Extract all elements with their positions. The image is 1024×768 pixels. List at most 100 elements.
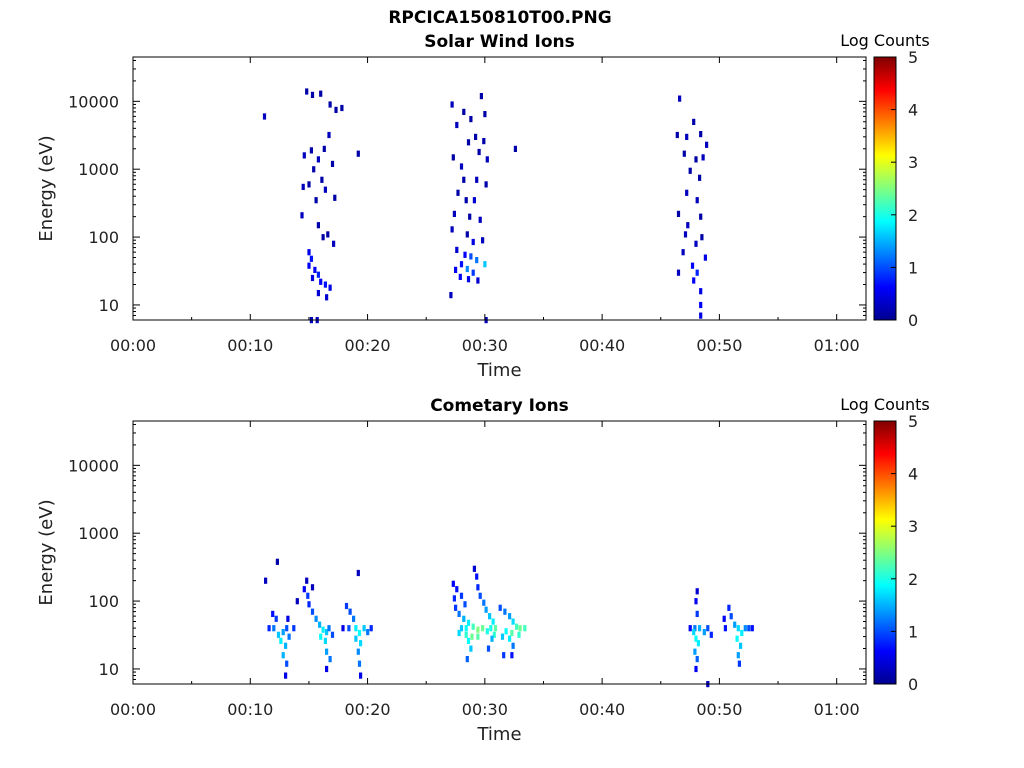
heatmap-cell: [325, 665, 329, 673]
heatmap-cell: [511, 642, 515, 649]
heatmap-cell: [729, 613, 733, 620]
y-tick-label: 1000: [78, 160, 119, 179]
heatmap-cell: [488, 613, 492, 620]
heatmap-cell: [320, 176, 324, 183]
heatmap-cell: [685, 189, 689, 196]
heatmap-cell: [690, 262, 695, 269]
heatmap-cell: [325, 294, 329, 301]
colorbar-tick-label: 5: [908, 48, 918, 67]
plot-frame: [132, 420, 867, 685]
heatmap-cell: [692, 629, 696, 636]
heatmap-cell: [510, 629, 514, 637]
heatmap-cell: [479, 93, 483, 100]
heatmap-cell: [292, 625, 296, 632]
panel-1: 00:00 00:10 00:20 00:30 00:40 00:50 01:0010100…: [36, 412, 918, 745]
heatmap-cell: [695, 656, 699, 663]
heatmap-cell: [508, 635, 512, 642]
heatmap-cell: [312, 166, 316, 173]
y-tick-label: 10000: [68, 92, 119, 111]
heatmap-cell: [459, 261, 464, 268]
heatmap-cell: [682, 150, 686, 157]
heatmap-cell: [274, 615, 278, 622]
heatmap-cell: [466, 619, 471, 626]
heatmap-cell: [736, 652, 740, 659]
heatmap-cell: [456, 189, 460, 196]
heatmap-cell: [281, 629, 285, 636]
heatmap-cell: [325, 648, 329, 655]
heatmap-cell: [483, 111, 487, 118]
y-tick-label: 10: [99, 296, 119, 315]
x-tick-label: 00:30: [462, 336, 508, 355]
x-tick-label: 00:30: [462, 700, 508, 719]
heatmap-cell: [307, 262, 311, 269]
heatmap-cell: [676, 210, 681, 217]
heatmap-cell: [477, 148, 481, 156]
heatmap-cell: [695, 610, 699, 617]
heatmap-cell: [333, 194, 337, 201]
heatmap-cell: [518, 625, 522, 632]
colorbar: 0 1 2 3 4 5: [873, 412, 918, 694]
heatmap-cell: [267, 625, 271, 632]
heatmap-cell: [314, 197, 318, 204]
heatmap-cell: [695, 269, 699, 276]
heatmap-cell: [272, 625, 276, 632]
heatmap-cell: [692, 118, 696, 125]
colorbar-tick-label: 5: [908, 412, 918, 431]
heatmap-cell: [462, 615, 466, 622]
heatmap-cell: [276, 631, 281, 638]
heatmap-cell: [694, 240, 698, 247]
heatmap-cell: [476, 584, 480, 591]
heatmap-cell: [307, 181, 311, 188]
heatmap-cell: [475, 573, 479, 580]
heatmap-cell: [698, 625, 702, 632]
heatmap-cell: [498, 604, 502, 611]
colorbar-tick-label: 0: [908, 675, 918, 694]
heatmap-cell: [309, 255, 313, 262]
heatmap-cell: [503, 608, 507, 615]
heatmap-cell: [319, 633, 323, 640]
heatmap-cell: [475, 176, 479, 183]
heatmap-cell: [301, 183, 305, 190]
x-tick-label: 00:50: [696, 700, 742, 719]
y-tick-label: 100: [88, 228, 119, 247]
heatmap-cell: [739, 642, 743, 649]
heatmap-cell: [688, 625, 692, 632]
colorbar-tick-label: 4: [908, 101, 918, 120]
x-tick-label: 00:10: [227, 336, 273, 355]
y-tick-label: 10000: [68, 456, 119, 475]
heatmap-cell: [517, 631, 521, 638]
heatmap-cell: [322, 145, 326, 152]
heatmap-cell: [321, 234, 325, 241]
heatmap-cell: [454, 604, 458, 611]
colorbar-title-bottom: Log Counts: [840, 395, 930, 414]
heatmap-cell: [471, 269, 475, 276]
heatmap-cell: [485, 156, 489, 163]
colorbar-title-top: Log Counts: [840, 31, 930, 50]
heatmap-cell: [472, 565, 476, 572]
x-tick-label: 01:00: [814, 700, 860, 719]
heatmap-cell: [328, 284, 332, 291]
heatmap-cell: [285, 625, 289, 632]
heatmap-cell: [481, 237, 485, 244]
heatmap-cell: [330, 631, 335, 638]
heatmap-cell: [369, 625, 373, 632]
heatmap-cell: [318, 621, 322, 628]
heatmap-cell: [450, 226, 454, 233]
heatmap-cell: [735, 635, 739, 642]
heatmap-cell: [307, 601, 311, 608]
heatmap-cell: [513, 145, 517, 152]
heatmap-cell: [709, 631, 713, 638]
heatmap-cell: [359, 672, 363, 679]
heatmap-cell: [693, 625, 697, 632]
heatmap-cell: [450, 101, 454, 108]
heatmap-cell: [287, 633, 291, 640]
heatmap-cell: [463, 601, 467, 608]
heatmap-cell: [310, 608, 315, 615]
x-tick-label: 00:00: [110, 700, 156, 719]
heatmap-cell: [330, 160, 335, 167]
heatmap-cell: [302, 586, 306, 593]
x-tick-label: 00:50: [696, 336, 742, 355]
heatmap-cell: [262, 113, 267, 120]
heatmap-cell: [356, 648, 360, 655]
